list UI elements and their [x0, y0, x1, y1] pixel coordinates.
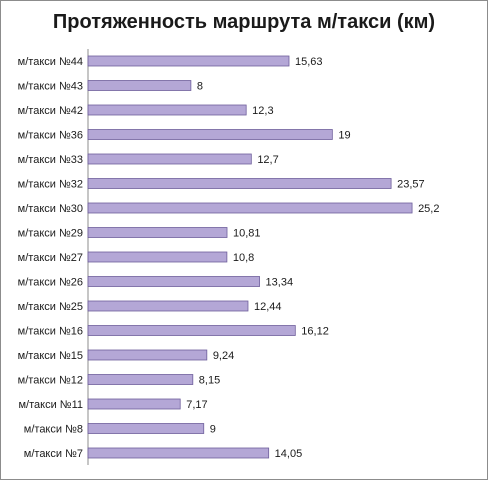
category-label: м/такси №11: [18, 399, 83, 411]
bar: [87, 276, 260, 287]
category-label: м/такси №43: [18, 81, 83, 93]
data-label: 8: [197, 81, 203, 93]
category-label: м/такси №8: [24, 424, 83, 436]
data-label: 12,3: [252, 105, 273, 117]
data-label: 14,05: [275, 448, 303, 460]
category-label: м/такси №44: [18, 56, 83, 68]
data-label: 12,7: [257, 154, 278, 166]
bar: [87, 398, 181, 410]
bar: [87, 423, 205, 434]
bar: [87, 325, 296, 336]
data-label: 10,8: [233, 252, 254, 264]
data-label: 9,24: [213, 350, 234, 362]
data-label: 7,17: [186, 399, 207, 411]
category-label: м/такси №25: [18, 301, 83, 313]
data-label: 16,12: [301, 326, 329, 338]
category-label: м/такси №15: [18, 350, 83, 362]
bar: [87, 300, 249, 312]
data-label: 10,81: [233, 228, 261, 240]
category-label: м/такси №26: [18, 277, 83, 289]
chart-title: Протяженность маршрута м/такси (км): [52, 11, 436, 33]
data-label: 15,63: [295, 56, 323, 68]
category-label: м/такси №7: [24, 448, 83, 460]
data-label: 9: [210, 424, 216, 436]
bar: [87, 251, 228, 263]
category-label: м/такси №29: [18, 228, 83, 240]
category-label: м/такси №27: [18, 252, 83, 264]
category-label: м/такси №12: [18, 375, 83, 387]
bar: [87, 129, 333, 140]
category-label: м/такси №33: [18, 154, 83, 166]
data-label: 25,2: [418, 203, 439, 215]
data-label: 13,34: [266, 277, 294, 289]
bar: [87, 55, 290, 67]
bar: [87, 178, 392, 189]
category-label: м/такси №16: [18, 326, 83, 338]
data-label: 23,57: [397, 179, 425, 191]
bar: [87, 80, 192, 91]
category-label: м/такси №42: [18, 105, 83, 117]
bar: [87, 104, 247, 116]
bar: [87, 202, 413, 214]
category-label: м/такси №36: [18, 130, 83, 142]
bar: [87, 374, 194, 385]
category-label: м/такси №30: [18, 203, 83, 215]
data-label: 19: [338, 130, 350, 142]
bar: [87, 227, 228, 238]
bar: [87, 349, 208, 361]
bar: [87, 153, 252, 165]
data-label: 8,15: [199, 375, 220, 387]
data-label: 12,44: [254, 301, 282, 313]
category-label: м/такси №32: [18, 179, 83, 191]
bar: [87, 447, 270, 459]
